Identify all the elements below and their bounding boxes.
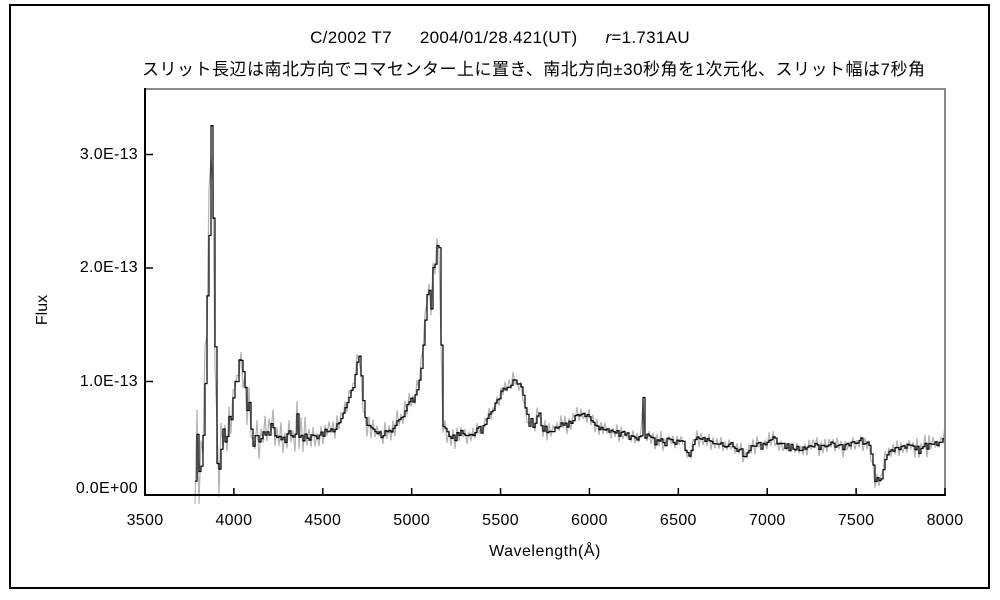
y-tick-label: 0.0E+00: [75, 480, 138, 497]
x-tick-label: 7000: [748, 512, 786, 529]
noise-envelope-trace: [194, 158, 945, 505]
x-tick-label: 5000: [393, 512, 431, 529]
x-tick-label: 4500: [304, 512, 342, 529]
x-tick-label: 6000: [571, 512, 608, 529]
title-date: 2004/01/28.421(UT): [419, 28, 578, 47]
x-tick-label: 6500: [659, 512, 697, 529]
y-tick-label: 3.0E-13: [79, 145, 138, 163]
x-tick-label: 5500: [482, 512, 519, 529]
y-tick-label: 2.0E-13: [79, 259, 138, 276]
x-tick-label: 7500: [837, 512, 875, 529]
chart-title: C/2002 T7 2004/01/28.421(UT) r=1.731AU: [0, 28, 1000, 48]
x-tick-label: 3500: [126, 512, 164, 529]
y-tick-label: 1.0E-13: [79, 372, 138, 390]
x-tick-label: 8000: [926, 512, 964, 529]
spectrum-trace: [195, 125, 945, 483]
title-heliocentric-distance: r=1.731AU: [605, 28, 690, 47]
title-object-name: C/2002 T7: [310, 28, 392, 47]
x-axis-label: Wavelength(Å): [489, 543, 601, 560]
x-tick-label: 4000: [215, 512, 253, 529]
chart-subtitle: スリット長辺は南北方向でコマセンター上に置き、南北方向±30秒角を1次元化、スリ…: [142, 60, 926, 79]
